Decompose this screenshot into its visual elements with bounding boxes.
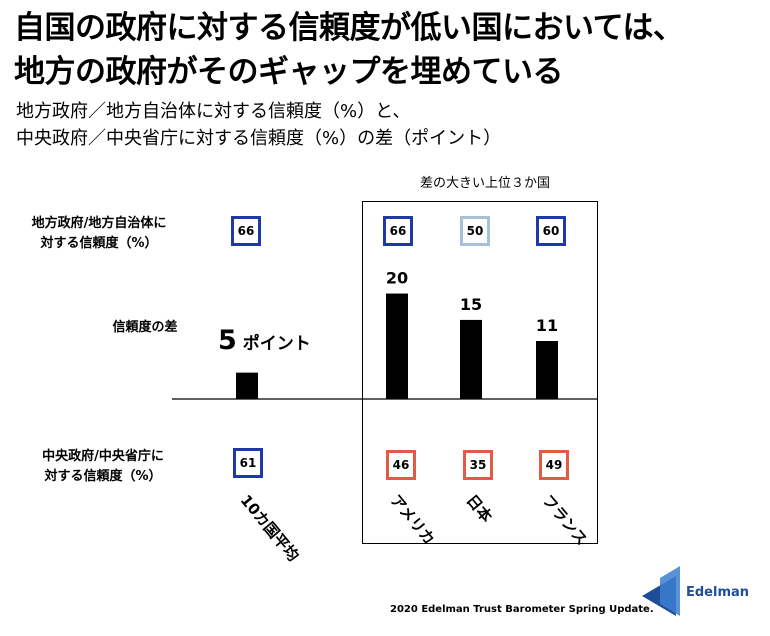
subtitle: 地方政府／地方自治体に対する信頼度（%）と、 中央政府／中央省庁に対する信頼度（… [16,98,756,152]
central-trust-badge-france: 49 [539,450,569,480]
page-title: 自国の政府に対する信頼度が低い国においては、 地方の政府がそのギャップを埋めてい… [14,6,764,94]
central-trust-badge-usa: 46 [386,450,416,480]
gap-row-label: 信頼度の差 [112,320,178,335]
average-gap-label: 5 ポイント [218,325,311,356]
local-trust-badge-usa: 66 [383,216,413,246]
average-gap-unit: ポイント [242,334,311,354]
top3-box [362,201,598,544]
local-trust-badge-france: 60 [536,216,566,246]
central-trust-label-line-1: 中央政府/中央省庁に [42,449,164,464]
subtitle-line-2: 中央政府／中央省庁に対する信頼度（%）の差（ポイント） [16,128,502,149]
central-trust-badge-japan: 35 [463,450,493,480]
central-trust-row-label: 中央政府/中央省庁に 対する信頼度（%） [18,447,188,487]
bar-france [536,341,558,399]
subtitle-line-1: 地方政府／地方自治体に対する信頼度（%）と、 [16,101,411,122]
title-line-2: 地方の政府がそのギャップを埋めている [14,54,564,90]
title-line-1: 自国の政府に対する信頼度が低い国においては、 [14,10,684,46]
top3-box-label: 差の大きい上位３か国 [419,176,550,191]
bar-usa [386,293,408,399]
source-note: 2020 Edelman Trust Barometer Spring Upda… [390,604,654,615]
bar-japan [460,319,482,399]
bar-value-label-usa: 20 [386,269,408,288]
local-trust-label-line-2: 対する信頼度（%） [40,236,158,251]
bar-value-label-japan: 15 [460,295,482,314]
average-gap-number: 5 [218,325,237,356]
bar-average [236,372,258,399]
local-trust-badge-japan: 50 [460,216,490,246]
bar-value-label-france: 11 [536,316,558,335]
central-trust-badge-average: 61 [233,448,263,478]
central-trust-label-line-2: 対する信頼度（%） [44,469,162,484]
local-trust-label-line-1: 地方政府/地方自治体に [31,216,167,231]
local-trust-badge-average: 66 [231,216,261,246]
brand-name: Edelman [686,585,750,600]
local-trust-row-label: 地方政府/地方自治体に 対する信頼度（%） [14,214,184,254]
